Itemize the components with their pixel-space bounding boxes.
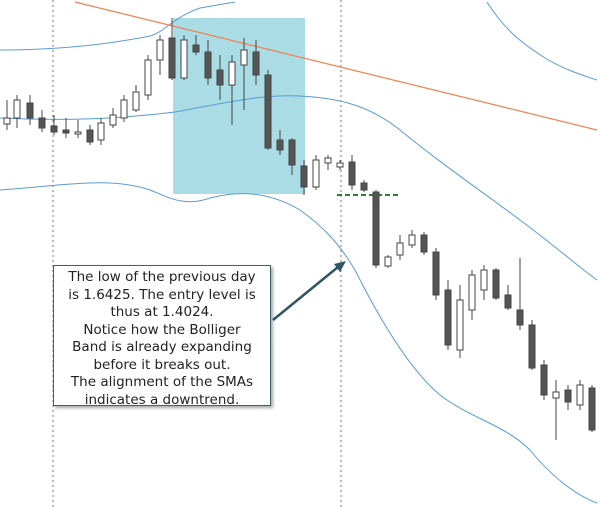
annotation-arrowhead xyxy=(334,261,346,272)
annotation-line: indicates a downtrend. xyxy=(84,391,240,408)
annotation-line: Band is already expanding xyxy=(72,339,252,355)
bollinger-lower xyxy=(0,182,598,504)
sma-line xyxy=(74,1,598,131)
annotation-arrow xyxy=(272,266,339,321)
annotation-line: The low of the previous day xyxy=(68,269,256,285)
annotation-box: The low of the previous day is 1.6425. Th… xyxy=(53,265,271,408)
bollinger-upper xyxy=(0,1,236,51)
annotation-line: is 1.6425. The entry level is xyxy=(68,286,256,303)
highlight-zone xyxy=(173,18,305,194)
annotation-line: The alignment of the SMAs xyxy=(70,374,254,390)
annotation-line: before it breaks out. xyxy=(93,356,231,373)
bollinger-upper xyxy=(486,1,598,81)
candles xyxy=(3,18,596,440)
annotation-line: thus at 1.4024. xyxy=(110,304,214,320)
annotation-line: Notice how the Bolliger xyxy=(83,321,241,338)
bollinger-middle xyxy=(0,95,598,281)
